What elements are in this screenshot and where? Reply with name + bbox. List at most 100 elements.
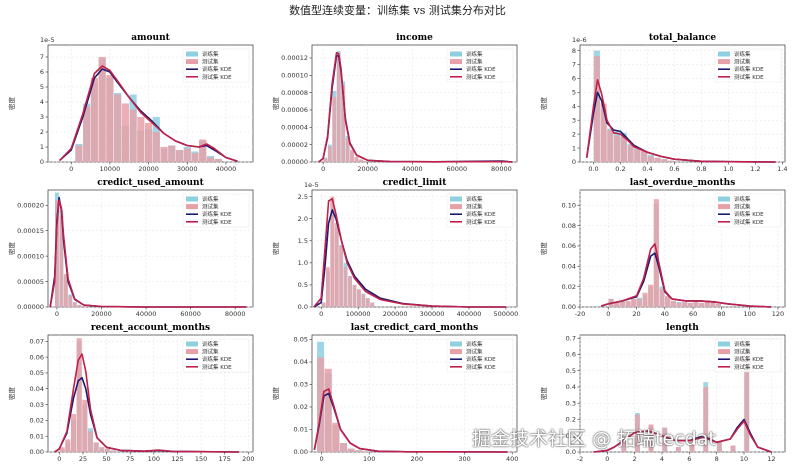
overlap-hist-bar: [703, 387, 709, 452]
overlap-hist-bar: [634, 149, 641, 162]
legend-entry-label: 训练集 KDE: [734, 65, 764, 73]
x-tick-label: 20: [632, 310, 640, 318]
x-tick-label: 2: [633, 455, 637, 463]
overlap-hist-bar: [675, 447, 681, 452]
overlap-hist-bar: [321, 302, 326, 307]
overlap-hist-bar: [144, 129, 153, 162]
y-tick-label: 0.04: [30, 385, 44, 393]
legend-entry-label: 训练集: [734, 195, 751, 203]
overlap-hist-bar: [317, 357, 325, 452]
overlap-hist-bar: [354, 158, 359, 162]
x-tick-label: 100: [363, 455, 375, 463]
y-tick-label: 0.00004: [281, 124, 308, 132]
x-tick-label: -20: [575, 310, 586, 318]
x-tick-label: 300000: [420, 310, 445, 318]
y-tick-label: 0.3: [566, 399, 576, 407]
overlap-hist-bar: [341, 85, 346, 162]
legend-test-hist-swatch: [718, 204, 730, 210]
overlap-hist-bar: [614, 135, 621, 162]
overlap-hist-bar: [710, 300, 716, 307]
y-tick-label: 0.5: [566, 367, 576, 375]
legend-entry-label: 训练集: [734, 50, 751, 58]
test-kde-line: [600, 243, 771, 308]
y-tick-label: 0.02: [562, 283, 576, 291]
legend-entry-label: 训练集: [202, 50, 219, 58]
legend-train-hist-swatch: [718, 196, 730, 202]
overlap-hist-bar: [636, 298, 642, 307]
y-tick-label: 0.00006: [281, 106, 308, 114]
y-tick-label: 0.00: [30, 448, 44, 456]
x-tick-label: 125: [171, 455, 183, 463]
overlap-hist-bar: [640, 150, 648, 162]
x-tick-label: 40000: [216, 165, 237, 173]
overlap-hist-bar: [716, 442, 722, 452]
overlap-hist-bar: [619, 301, 625, 307]
legend-entry-label: 训练集: [202, 195, 219, 203]
overlap-hist-bar: [77, 304, 82, 307]
overlap-hist-bar: [90, 82, 98, 162]
overlap-hist-bar: [72, 302, 77, 307]
overlap-hist-bar: [110, 450, 116, 452]
overlap-hist-bar: [330, 201, 335, 307]
legend-entry-label: 测试集: [734, 203, 751, 211]
legend-entry-label: 测试集: [734, 58, 751, 66]
overlap-hist-bar: [325, 271, 330, 307]
legend-train-hist-swatch: [186, 51, 198, 57]
x-tick-label: 200000: [383, 310, 408, 318]
y-tick-label: 0.00010: [17, 252, 44, 260]
y-tick-label: 1: [572, 144, 576, 152]
x-tick-label: -2: [577, 455, 583, 463]
overlap-hist-bar: [654, 157, 661, 162]
y-tick-label: 0: [572, 158, 576, 166]
legend-entry-label: 测试集 KDE: [734, 218, 764, 226]
y-tick-label: 3: [40, 113, 44, 121]
legend-entry-label: 训练集: [466, 195, 483, 203]
overlap-hist-bar: [345, 138, 350, 162]
y-tick-label: 0.0: [298, 303, 308, 311]
y-tick-label: 0.4: [566, 383, 576, 391]
x-tick-label: 100: [743, 310, 755, 318]
x-tick-label: 0.6: [669, 165, 679, 173]
legend-entry-label: 训练集 KDE: [466, 210, 496, 218]
y-tick-label: 5: [572, 89, 576, 97]
legend-train-hist-swatch: [186, 196, 198, 202]
x-tick-label: 0: [321, 165, 325, 173]
legend-entry-label: 训练集 KDE: [466, 65, 496, 73]
overlap-hist-bar: [730, 445, 736, 452]
x-tick-label: 200: [411, 455, 423, 463]
overlap-hist-bar: [160, 148, 168, 162]
overlap-hist-bar: [81, 305, 86, 307]
overlap-hist-bar: [339, 245, 344, 307]
test-kde-line: [593, 420, 772, 453]
x-tick-label: 400000: [457, 310, 482, 318]
overlap-hist-bar: [348, 276, 352, 307]
overlap-hist-bar: [137, 130, 145, 162]
overlap-hist-bar: [168, 145, 176, 162]
overlap-hist-bar: [689, 442, 695, 452]
overlap-hist-bar: [662, 427, 668, 452]
legend-train-hist-swatch: [450, 196, 462, 202]
overlap-hist-bar: [361, 293, 366, 307]
subplot-title: length: [666, 323, 699, 333]
legend-test-hist-swatch: [186, 204, 198, 210]
legend-entry-label: 测试集 KDE: [202, 73, 232, 81]
overlap-hist-bar: [99, 447, 105, 452]
overlap-hist-bar: [191, 153, 199, 162]
y-tick-label: 6: [40, 68, 44, 76]
x-tick-label: 300: [458, 455, 470, 463]
overlap-hist-bar: [620, 136, 627, 162]
overlap-hist-bar: [648, 286, 654, 307]
y-tick-label: 5: [40, 83, 44, 91]
y-tick-label: 0.00010: [281, 72, 308, 80]
overlap-hist-bar: [350, 151, 355, 162]
legend-test-hist-swatch: [450, 349, 462, 355]
y-tick-label: 0.00002: [281, 141, 308, 149]
overlap-hist-bar: [75, 145, 83, 162]
subplot-title: total_balance: [649, 33, 716, 43]
x-tick-label: 1.2: [750, 165, 760, 173]
legend-entry-label: 训练集 KDE: [734, 355, 764, 363]
legend-train-hist-swatch: [450, 341, 462, 347]
overlap-hist-bar: [667, 160, 675, 162]
y-axis-label: 密度: [539, 242, 548, 256]
